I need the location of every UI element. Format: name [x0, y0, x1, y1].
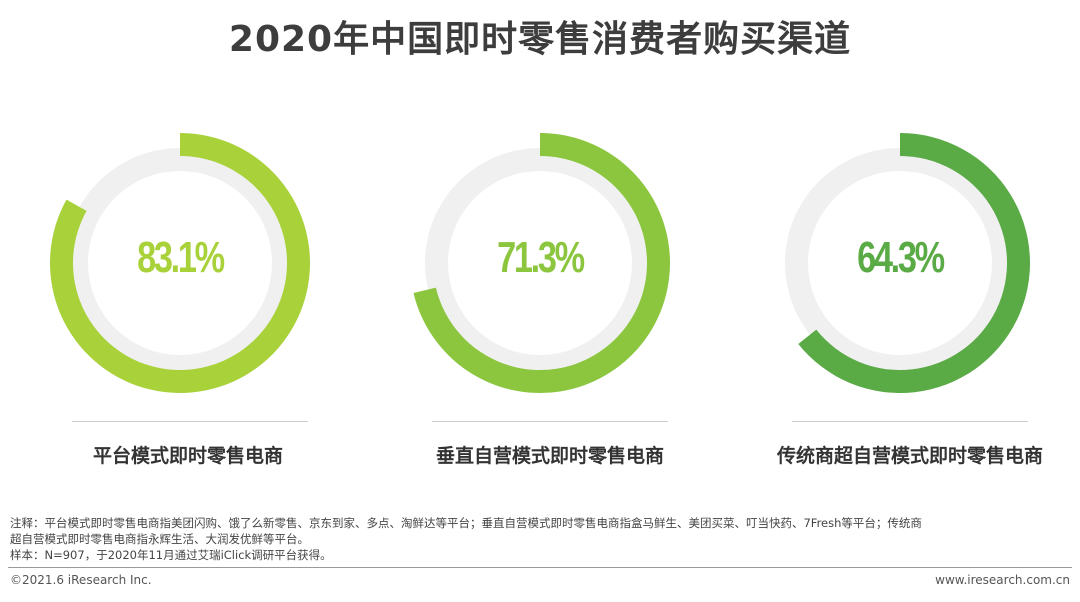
note-line-1: 注释：平台模式即时零售电商指美团闪购、饿了么新零售、京东到家、多点、淘鲜达等平台…	[10, 516, 922, 530]
chart-title: 2020年中国即时零售消费者购买渠道	[228, 19, 852, 60]
note-line-2: 超自营模式即时零售电商指永辉生活、大润发优鲜等平台。	[10, 532, 309, 546]
donut-svg-3	[785, 133, 1030, 393]
sample-note: 样本：N=907，于2020年11月通过艾瑞iClick调研平台获得。	[10, 548, 332, 562]
value-label-platform: 83.1%	[137, 233, 225, 282]
category-label-platform: 平台模式即时零售电商	[92, 445, 283, 467]
divider-1	[72, 421, 308, 422]
category-label-vertical: 垂直自营模式即时零售电商	[435, 445, 664, 467]
donut-hole-1	[88, 171, 272, 355]
donut-chart-platform: 83.1%	[45, 128, 315, 398]
value-label-supermarket: 64.3%	[857, 233, 945, 282]
value-label-vertical: 71.3%	[497, 233, 585, 282]
category-label-supermarket: 传统商超自营模式即时零售电商	[776, 445, 1043, 467]
donut-svg-1	[50, 133, 310, 393]
divider-3	[792, 421, 1028, 422]
footer-divider	[8, 567, 1072, 568]
donut-svg-2	[413, 133, 670, 393]
donut-chart-supermarket: 64.3%	[765, 128, 1035, 398]
divider-2	[432, 421, 668, 422]
donut-hole-3	[808, 171, 992, 355]
footer-website[interactable]: www.iresearch.com.cn	[935, 573, 1070, 587]
notes: 注释：平台模式即时零售电商指美团闪购、饿了么新零售、京东到家、多点、淘鲜达等平台…	[10, 515, 1075, 563]
donut-chart-vertical: 71.3%	[405, 128, 675, 398]
footer-copyright: ©2021.6 iResearch Inc.	[10, 573, 152, 587]
donut-hole-2	[448, 171, 632, 355]
